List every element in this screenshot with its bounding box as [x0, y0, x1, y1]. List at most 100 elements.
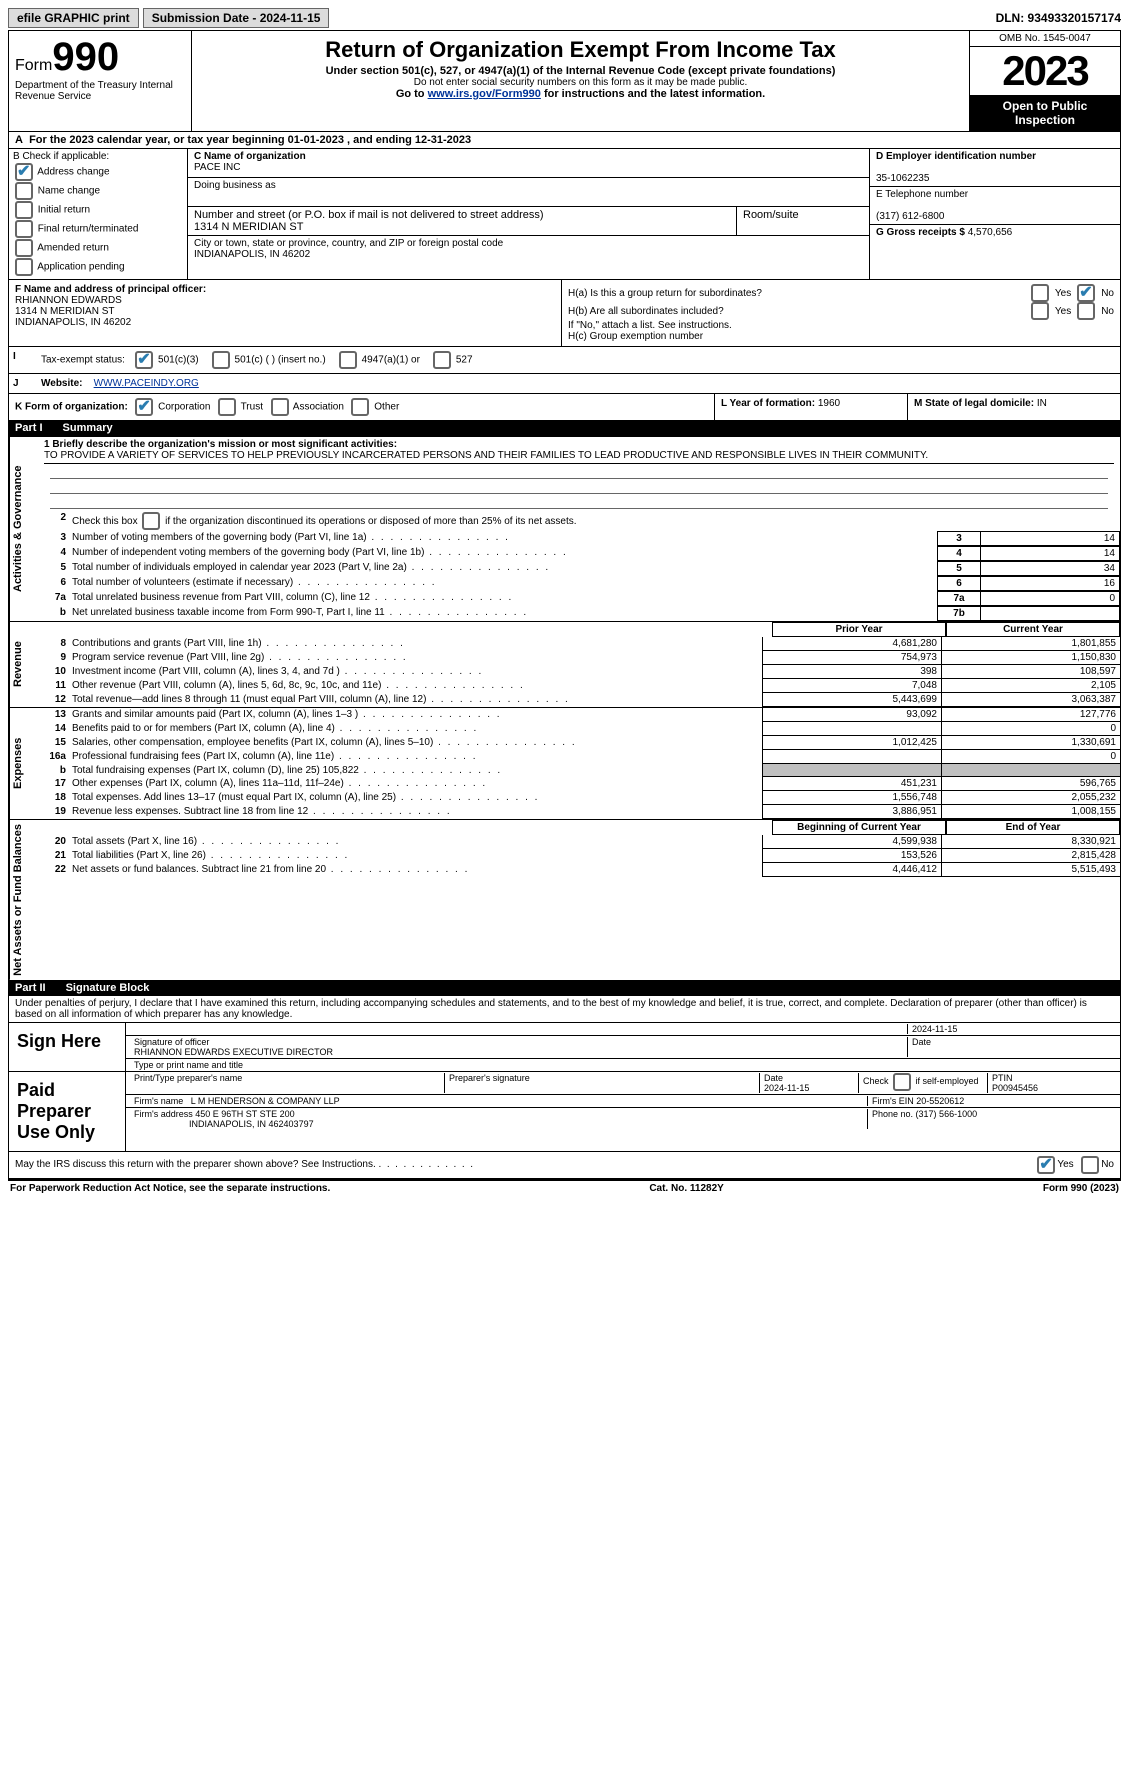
527-checkbox[interactable]: [433, 351, 451, 369]
summary-line: 6Total number of volunteers (estimate if…: [38, 576, 1120, 591]
side-label-netassets: Net Assets or Fund Balances: [9, 820, 38, 980]
ha-yes-checkbox[interactable]: [1031, 284, 1049, 302]
phone-value: (317) 612-6800: [876, 211, 944, 222]
perjury-statement: Under penalties of perjury, I declare th…: [9, 996, 1120, 1022]
checkbox-amended[interactable]: [15, 239, 33, 257]
entity-info-section: B Check if applicable: Address change Na…: [9, 149, 1120, 279]
tax-status-row: I Tax-exempt status: 501(c)(3) 501(c) ( …: [9, 346, 1120, 373]
summary-line: 5Total number of individuals employed in…: [38, 561, 1120, 576]
form-header: Form990 Department of the Treasury Inter…: [9, 31, 1120, 132]
officer-city: INDIANAPOLIS, IN 46202: [15, 317, 131, 328]
efile-button[interactable]: efile GRAPHIC print: [8, 8, 139, 28]
summary-line: 22Net assets or fund balances. Subtract …: [38, 863, 1120, 877]
open-public-badge: Open to Public Inspection: [970, 95, 1120, 131]
irs-link[interactable]: www.irs.gov/Form990: [428, 88, 541, 100]
beginning-year-header: Beginning of Current Year: [772, 820, 946, 835]
summary-line: 15Salaries, other compensation, employee…: [38, 736, 1120, 750]
subtitle-1: Under section 501(c), 527, or 4947(a)(1)…: [196, 65, 965, 77]
checkbox-name-change[interactable]: [15, 182, 33, 200]
signature-block: Under penalties of perjury, I declare th…: [9, 996, 1120, 1178]
summary-line: 14Benefits paid to or for members (Part …: [38, 722, 1120, 736]
current-year-header: Current Year: [946, 622, 1120, 637]
type-name-label: Type or print name and title: [130, 1060, 247, 1070]
part2-header: Part II Signature Block: [9, 980, 1120, 996]
tax-status-label: Tax-exempt status:: [41, 355, 125, 366]
checkbox-initial-return[interactable]: [15, 201, 33, 219]
summary-line: 21Total liabilities (Part X, line 26)153…: [38, 849, 1120, 863]
city-value: INDIANAPOLIS, IN 46202: [194, 249, 310, 260]
discuss-no-checkbox[interactable]: [1081, 1156, 1099, 1174]
mission-label: 1 Briefly describe the organization's mi…: [44, 439, 397, 450]
summary-line: bNet unrelated business taxable income f…: [38, 606, 1120, 621]
summary-line: 20Total assets (Part X, line 16)4,599,93…: [38, 835, 1120, 849]
ein-label: D Employer identification number: [876, 151, 1036, 162]
summary-line: 12Total revenue—add lines 8 through 11 (…: [38, 693, 1120, 707]
summary-line: 13Grants and similar amounts paid (Part …: [38, 708, 1120, 722]
summary-line: 9Program service revenue (Part VIII, lin…: [38, 651, 1120, 665]
hb-note: If "No," attach a list. See instructions…: [568, 320, 1114, 331]
net-assets-section: Net Assets or Fund Balances Beginning of…: [9, 819, 1120, 980]
prior-year-header: Prior Year: [772, 622, 946, 637]
form-org-label: K Form of organization:: [15, 402, 128, 413]
hb-no-checkbox[interactable]: [1077, 302, 1095, 320]
summary-line: 17Other expenses (Part IX, column (A), l…: [38, 777, 1120, 791]
gross-receipts-label: G Gross receipts $: [876, 227, 968, 238]
hb-yes-checkbox[interactable]: [1031, 302, 1049, 320]
ha-no-checkbox[interactable]: [1077, 284, 1095, 302]
assoc-checkbox[interactable]: [271, 398, 289, 416]
submission-date-button[interactable]: Submission Date - 2024-11-15: [143, 8, 330, 28]
goto-pre: Go to: [396, 88, 428, 100]
form-title: Return of Organization Exempt From Incom…: [196, 37, 965, 63]
website-link[interactable]: WWW.PACEINDY.ORG: [94, 378, 199, 389]
revenue-section: Revenue Prior Year Current Year 8Contrib…: [9, 621, 1120, 707]
page-footer: For Paperwork Reduction Act Notice, see …: [8, 1179, 1121, 1196]
checkbox-app-pending[interactable]: [15, 258, 33, 276]
501c-checkbox[interactable]: [212, 351, 230, 369]
discuss-label: May the IRS discuss this return with the…: [15, 1159, 1035, 1170]
checkbox-address-change[interactable]: [15, 163, 33, 181]
city-label: City or town, state or province, country…: [194, 238, 503, 249]
501c3-checkbox[interactable]: [135, 351, 153, 369]
discuss-yes-checkbox[interactable]: [1037, 1156, 1055, 1174]
side-label-activities: Activities & Governance: [9, 437, 38, 621]
prep-date: 2024-11-15: [764, 1083, 809, 1093]
mission-text: TO PROVIDE A VARIETY OF SERVICES TO HELP…: [44, 450, 1114, 464]
officer-street: 1314 N MERIDIAN ST: [15, 306, 114, 317]
summary-line: 10Investment income (Part VIII, column (…: [38, 665, 1120, 679]
footer-mid: Cat. No. 11282Y: [649, 1183, 723, 1194]
self-employed-checkbox[interactable]: [893, 1073, 911, 1091]
trust-checkbox[interactable]: [218, 398, 236, 416]
checkbox-final-return[interactable]: [15, 220, 33, 238]
firm-name: L M HENDERSON & COMPANY LLP: [191, 1096, 340, 1106]
street-value: 1314 N MERIDIAN ST: [194, 221, 303, 233]
firm-phone: (317) 566-1000: [916, 1109, 978, 1119]
summary-line: 4Number of independent voting members of…: [38, 546, 1120, 561]
summary-line: 19Revenue less expenses. Subtract line 1…: [38, 805, 1120, 819]
org-form-row: K Form of organization: Corporation Trus…: [9, 393, 1120, 420]
gross-receipts-value: 4,570,656: [968, 227, 1013, 238]
corp-checkbox[interactable]: [135, 398, 153, 416]
summary-line: 8Contributions and grants (Part VIII, li…: [38, 637, 1120, 651]
4947-checkbox[interactable]: [339, 351, 357, 369]
summary-line: 16aProfessional fundraising fees (Part I…: [38, 750, 1120, 764]
summary-line: 3Number of voting members of the governi…: [38, 531, 1120, 546]
tax-year: 2023: [970, 47, 1120, 95]
part1-header: Part I Summary: [9, 420, 1120, 436]
discontinued-checkbox[interactable]: [142, 512, 160, 530]
state-domicile: IN: [1037, 398, 1047, 409]
officer-name: RHIANNON EDWARDS: [15, 295, 122, 306]
omb-number: OMB No. 1545-0047: [970, 31, 1120, 47]
check-applicable-label: B Check if applicable:: [13, 151, 183, 162]
hc-label: H(c) Group exemption number: [568, 331, 1114, 342]
footer-right: Form 990 (2023): [1043, 1183, 1119, 1194]
firm-addr2: INDIANAPOLIS, IN 462403797: [189, 1119, 314, 1129]
org-name-label: C Name of organization: [194, 151, 306, 162]
other-checkbox[interactable]: [351, 398, 369, 416]
end-year-header: End of Year: [946, 820, 1120, 835]
side-label-revenue: Revenue: [9, 622, 38, 707]
q2-text: Check this box if the organization disco…: [72, 516, 577, 527]
summary-line: bTotal fundraising expenses (Part IX, co…: [38, 764, 1120, 777]
summary-line: 7aTotal unrelated business revenue from …: [38, 591, 1120, 606]
officer-sig-name: RHIANNON EDWARDS EXECUTIVE DIRECTOR: [134, 1047, 333, 1057]
sign-here-label: Sign Here: [9, 1023, 126, 1071]
